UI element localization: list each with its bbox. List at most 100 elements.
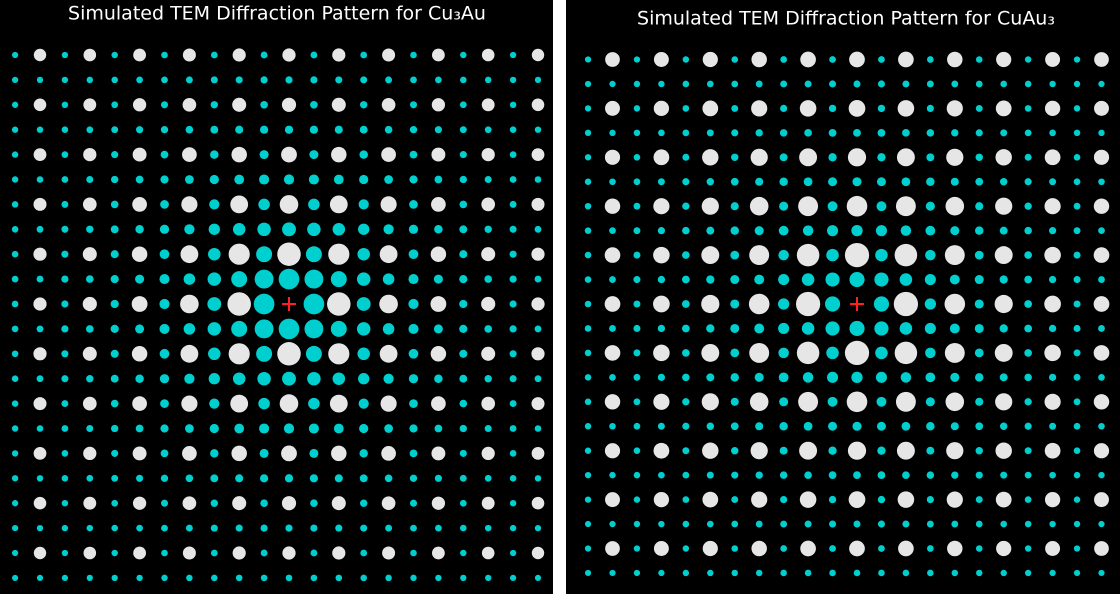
panel-background [0, 0, 553, 594]
diffraction-spot [335, 76, 343, 84]
diffraction-spot [333, 423, 344, 434]
diffraction-spot [534, 574, 542, 581]
diffraction-spot [227, 292, 251, 316]
diffraction-spot [1073, 80, 1081, 88]
diffraction-spot [359, 150, 368, 159]
diffraction-spot [328, 343, 350, 365]
diffraction-spot [875, 346, 888, 360]
diffraction-spot [284, 125, 294, 134]
diffraction-spot [82, 296, 97, 312]
diffraction-spot [61, 51, 69, 59]
diffraction-spot [209, 423, 219, 434]
diffraction-spot [509, 101, 517, 109]
diffraction-spot [309, 448, 319, 458]
diffraction-spot [926, 153, 935, 162]
diffraction-spot [36, 375, 44, 383]
diffraction-spot [844, 242, 870, 268]
diffraction-spot [902, 520, 910, 528]
diffraction-spot [895, 196, 916, 217]
diffraction-spot [584, 129, 592, 137]
diffraction-spot [160, 499, 169, 507]
diffraction-spot [86, 126, 94, 134]
diffraction-spot [331, 496, 346, 511]
diffraction-spot [159, 374, 170, 384]
diffraction-spot [609, 325, 616, 332]
diffraction-spot [853, 80, 861, 88]
diffraction-spot [408, 374, 419, 384]
diffraction-spot [730, 202, 739, 211]
diffraction-spot [208, 247, 221, 261]
diffraction-spot [1094, 52, 1109, 67]
diffraction-spot [701, 294, 720, 314]
diffraction-spot [481, 496, 495, 510]
diffraction-spot [33, 397, 47, 411]
diffraction-spot [310, 574, 318, 582]
diffraction-spot [11, 500, 19, 507]
diffraction-spot [279, 195, 299, 214]
diffraction-spot [531, 148, 545, 161]
diffraction-spot [381, 496, 396, 511]
diffraction-spot [110, 274, 119, 284]
diffraction-spot [824, 296, 841, 312]
panel-background [566, 0, 1120, 594]
diffraction-spot [946, 491, 963, 508]
diffraction-spot [409, 474, 418, 482]
diffraction-spot [384, 175, 393, 184]
diffraction-spot [926, 496, 934, 504]
diffraction-spot [180, 344, 199, 363]
diffraction-spot [682, 545, 690, 552]
diffraction-spot [111, 524, 118, 532]
diffraction-spot [1024, 202, 1032, 210]
diffraction-spot [534, 76, 542, 84]
diffraction-spot [132, 197, 147, 212]
diffraction-spot [12, 574, 19, 581]
diffraction-spot [995, 442, 1012, 459]
diffraction-spot [484, 325, 493, 333]
diffraction-spot [877, 80, 885, 88]
diffraction-spot [706, 80, 714, 88]
diffraction-spot [852, 421, 862, 431]
diffraction-spot [534, 176, 542, 183]
diffraction-spot [748, 293, 770, 315]
diffraction-spot [653, 541, 669, 556]
diffraction-spot [584, 447, 592, 454]
diffraction-spot [633, 398, 641, 406]
diffraction-spot [702, 149, 719, 166]
diffraction-spot [1073, 276, 1081, 284]
diffraction-spot [260, 524, 268, 532]
diffraction-spot [131, 246, 148, 262]
diffraction-spot [1073, 569, 1081, 577]
diffraction-spot [902, 129, 910, 137]
diffraction-spot [900, 372, 912, 383]
diffraction-spot [33, 98, 47, 112]
diffraction-spot [975, 129, 983, 137]
diffraction-spot [33, 347, 47, 361]
diffraction-spot [877, 471, 886, 480]
diffraction-spot [609, 373, 616, 381]
diffraction-spot [61, 126, 69, 133]
diffraction-spot [284, 474, 294, 483]
diffraction-spot [730, 250, 740, 260]
diffraction-spot [633, 324, 641, 332]
diffraction-spot [534, 225, 542, 233]
diffraction-spot [111, 474, 119, 482]
diffraction-spot [210, 549, 218, 557]
diffraction-spot [185, 524, 193, 532]
diffraction-spot [231, 445, 247, 462]
diffraction-spot [1093, 296, 1110, 312]
diffraction-spot [382, 546, 396, 560]
diffraction-spot [281, 496, 297, 511]
diffraction-spot [33, 197, 47, 211]
diffraction-spot [1024, 226, 1032, 235]
diffraction-spot [83, 496, 97, 510]
diffraction-spot [379, 294, 398, 314]
diffraction-spot [85, 325, 94, 333]
diffraction-spot [254, 269, 274, 289]
diffraction-spot [851, 224, 863, 237]
diffraction-spot [281, 97, 297, 112]
diffraction-spot [951, 471, 959, 479]
diffraction-spot [83, 48, 97, 62]
diffraction-spot [1098, 178, 1105, 186]
diffraction-spot [181, 395, 198, 412]
diffraction-spot [11, 151, 19, 158]
